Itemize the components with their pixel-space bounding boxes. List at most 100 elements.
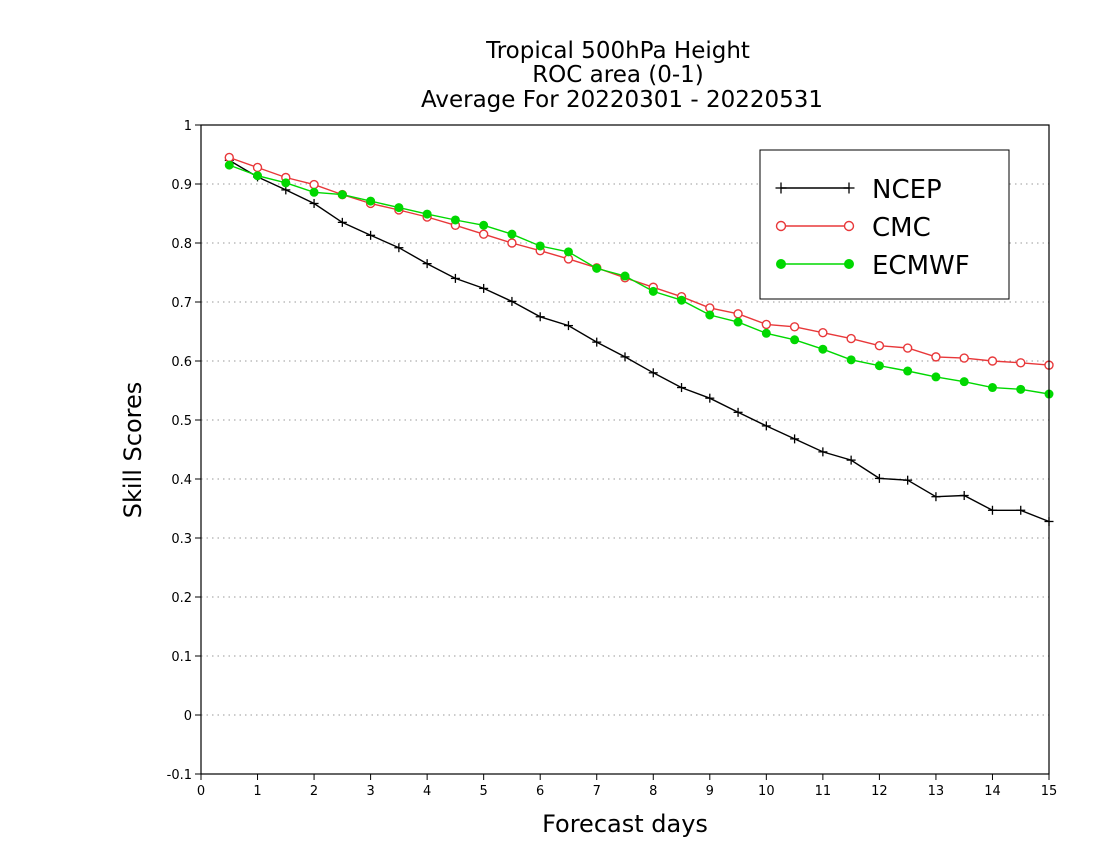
legend-item-ecmwf: ECMWF bbox=[776, 251, 970, 281]
data-point-cmc bbox=[761, 319, 772, 330]
data-point-ncep bbox=[1016, 505, 1026, 515]
data-point-ecmwf bbox=[987, 383, 997, 393]
x-tick-label: 4 bbox=[423, 784, 431, 799]
series-line-cmc bbox=[229, 156, 1050, 366]
legend: NCEP CMC ECMWF bbox=[759, 149, 1010, 300]
x-tick-label: 1 bbox=[253, 784, 261, 799]
data-point-ncep bbox=[366, 230, 376, 240]
data-point-ecmwf bbox=[959, 377, 969, 387]
data-point-ecmwf bbox=[818, 344, 828, 354]
y-tick-label: 0.1 bbox=[171, 650, 192, 665]
y-axis-ticks: -0.1 0 0.1 0.2 0.3 0.4 0.5 0.6 0.7 0.8 0.9 1 bbox=[167, 119, 201, 783]
legend-label: ECMWF bbox=[872, 251, 970, 281]
y-axis-label: Skill Scores bbox=[119, 382, 147, 519]
y-tick-label: 0.7 bbox=[171, 296, 192, 311]
data-point-cmc bbox=[789, 322, 800, 332]
data-point-cmc bbox=[931, 352, 941, 362]
data-point-ncep bbox=[337, 217, 347, 227]
x-tick-label: 14 bbox=[984, 784, 1001, 799]
y-tick-label: 0.3 bbox=[171, 532, 192, 547]
data-point-ecmwf bbox=[366, 196, 376, 206]
data-point-ecmwf bbox=[677, 295, 687, 305]
data-point-ecmwf bbox=[422, 209, 432, 219]
data-point-ncep bbox=[563, 321, 573, 331]
x-tick-label: 12 bbox=[871, 784, 888, 799]
data-point-ecmwf bbox=[507, 229, 517, 239]
data-point-ecmwf bbox=[479, 220, 489, 230]
y-tick-label: 1 bbox=[184, 119, 192, 134]
data-point-ecmwf bbox=[224, 160, 234, 170]
x-tick-label: 0 bbox=[197, 784, 205, 799]
chart-title-line-2: ROC area (0-1) bbox=[532, 62, 704, 88]
data-point-ncep bbox=[818, 447, 828, 457]
data-point-ncep bbox=[733, 407, 743, 417]
data-point-ncep bbox=[507, 296, 517, 306]
data-point-cmc bbox=[507, 238, 517, 248]
data-point-ncep bbox=[677, 383, 687, 393]
data-point-cmc bbox=[987, 356, 998, 366]
x-axis-label: Forecast days bbox=[542, 810, 708, 838]
data-point-ecmwf bbox=[450, 215, 460, 225]
chart-title-line-3: Average For 20220301 - 20220531 bbox=[421, 87, 823, 113]
x-tick-label: 13 bbox=[928, 784, 945, 799]
data-point-ecmwf bbox=[648, 286, 658, 296]
data-point-ecmwf bbox=[309, 187, 319, 197]
data-point-ncep bbox=[705, 393, 715, 403]
data-point-ncep bbox=[761, 421, 771, 431]
data-point-ncep bbox=[479, 283, 489, 293]
data-point-ncep bbox=[903, 475, 913, 485]
legend-marker bbox=[844, 259, 854, 269]
data-point-cmc bbox=[252, 162, 263, 173]
x-axis-ticks: 0 1 2 3 4 5 6 7 8 9 10 11 12 13 14 15 bbox=[197, 774, 1057, 799]
legend-marker bbox=[843, 220, 855, 232]
data-point-ecmwf bbox=[733, 317, 743, 327]
data-point-ecmwf bbox=[705, 310, 715, 320]
y-tick-label: 0.5 bbox=[171, 414, 192, 429]
chart-title: Tropical 500hPa Height ROC area (0-1) Av… bbox=[421, 38, 823, 113]
series-layer bbox=[224, 152, 1054, 526]
legend-item-ncep: NCEP bbox=[775, 175, 942, 205]
legend-item-cmc: CMC bbox=[775, 213, 931, 243]
x-tick-label: 11 bbox=[815, 784, 832, 799]
data-point-ncep bbox=[931, 492, 941, 502]
data-point-cmc bbox=[478, 229, 489, 239]
data-point-ncep bbox=[309, 198, 319, 208]
data-point-cmc bbox=[224, 152, 234, 163]
data-point-ecmwf bbox=[790, 335, 800, 345]
data-point-cmc bbox=[1016, 358, 1026, 368]
data-point-ncep bbox=[987, 505, 997, 515]
data-point-ecmwf bbox=[337, 190, 347, 200]
y-tick-label: 0.6 bbox=[171, 355, 192, 370]
data-point-ncep bbox=[592, 337, 602, 347]
series-ncep bbox=[224, 155, 1054, 526]
series-line-ecmwf bbox=[229, 164, 1050, 395]
y-tick-label: 0.8 bbox=[171, 237, 192, 252]
data-point-cmc bbox=[902, 343, 913, 353]
x-tick-label: 2 bbox=[310, 784, 318, 799]
x-tick-label: 7 bbox=[593, 784, 601, 799]
x-tick-label: 8 bbox=[649, 784, 657, 799]
legend-marker bbox=[776, 259, 786, 269]
y-tick-label: 0.2 bbox=[171, 591, 192, 606]
data-point-cmc bbox=[818, 327, 828, 338]
data-point-cmc bbox=[959, 353, 969, 363]
data-point-ncep bbox=[620, 352, 630, 362]
plot-frame bbox=[200, 124, 1050, 775]
chart-title-line-1: Tropical 500hPa Height bbox=[485, 38, 750, 64]
data-point-ecmwf bbox=[761, 328, 771, 338]
legend-marker bbox=[775, 182, 787, 194]
data-point-ecmwf bbox=[394, 203, 404, 213]
data-point-ncep bbox=[422, 259, 432, 269]
data-point-ecmwf bbox=[903, 366, 913, 376]
data-point-ecmwf bbox=[563, 247, 573, 257]
y-tick-label: -0.1 bbox=[167, 768, 192, 783]
legend-box bbox=[759, 149, 1010, 300]
x-tick-label: 6 bbox=[536, 784, 544, 799]
x-tick-label: 9 bbox=[706, 784, 714, 799]
y-tick-label: 0.9 bbox=[171, 178, 192, 193]
data-point-cmc bbox=[733, 309, 743, 319]
data-point-ncep bbox=[394, 243, 404, 253]
data-point-ecmwf bbox=[874, 361, 884, 371]
